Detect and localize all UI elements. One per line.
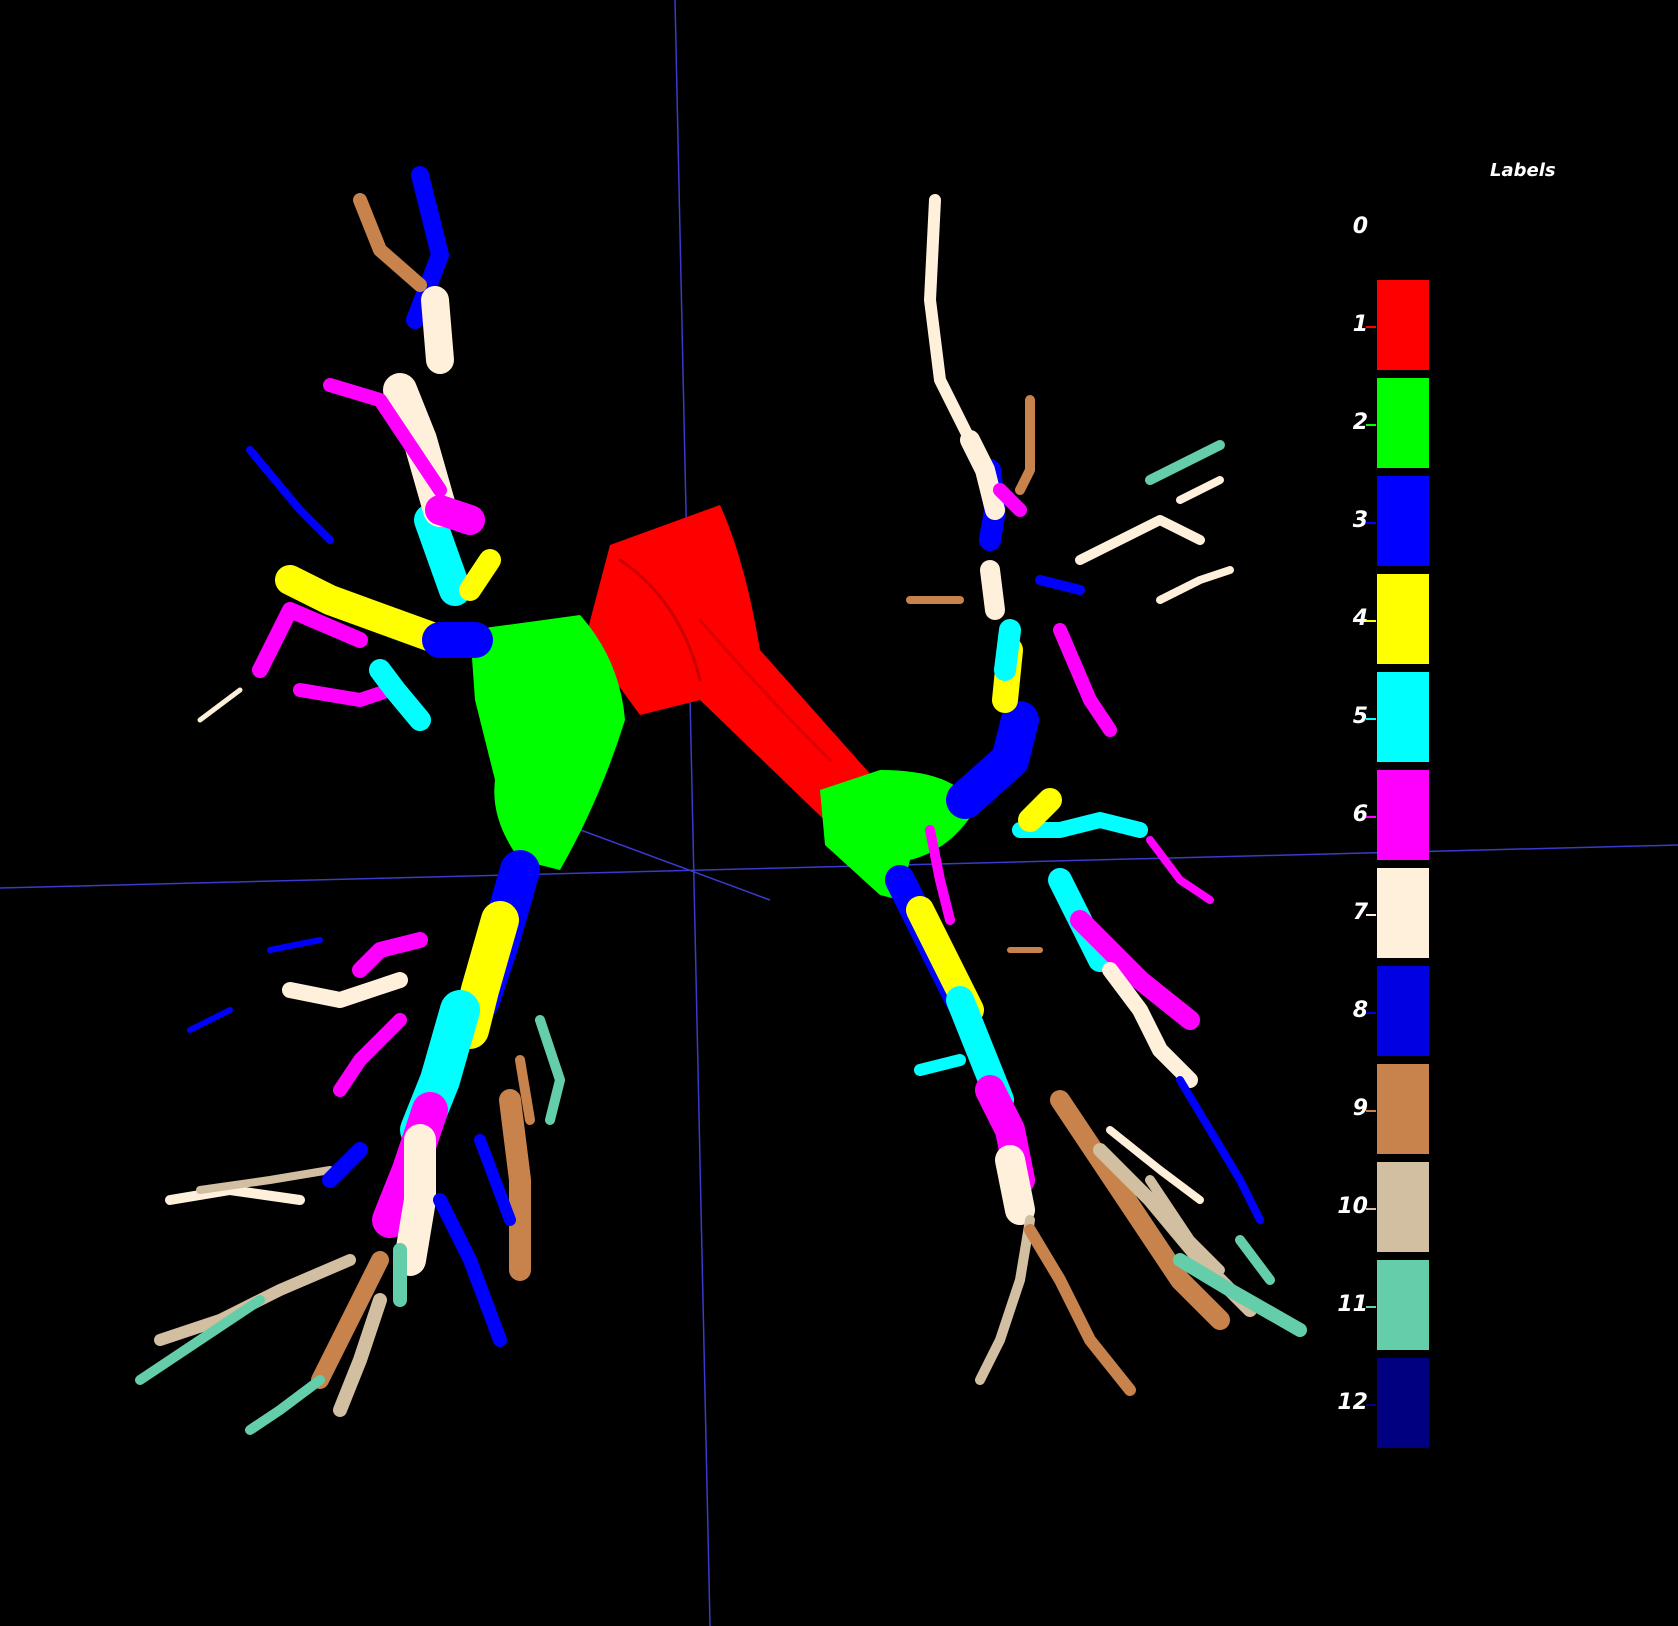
legend-tick-12 xyxy=(1366,1404,1376,1406)
legend-label-12: 12 xyxy=(1337,1390,1368,1415)
legend-label-8: 8 xyxy=(1352,998,1368,1023)
legend-label-3: 3 xyxy=(1352,508,1368,533)
legend-tick-11 xyxy=(1366,1306,1376,1308)
legend-swatch-3 xyxy=(1377,476,1429,566)
legend-swatch-6 xyxy=(1377,770,1429,860)
legend-label-11: 11 xyxy=(1337,1292,1368,1317)
legend-swatch-1 xyxy=(1377,280,1429,370)
legend-tick-3 xyxy=(1366,522,1376,524)
legend-swatch-9 xyxy=(1377,1064,1429,1154)
legend-tick-6 xyxy=(1366,816,1376,818)
airway-tree-model xyxy=(135,166,1307,1435)
legend-label-4: 4 xyxy=(1352,606,1368,631)
legend-label-10: 10 xyxy=(1337,1194,1368,1219)
legend-swatch-7 xyxy=(1377,868,1429,958)
legend-title: Labels xyxy=(1490,160,1556,181)
legend-tick-7 xyxy=(1366,914,1376,916)
legend-tick-1 xyxy=(1366,326,1376,328)
legend-label-6: 6 xyxy=(1352,802,1368,827)
legend-tick-2 xyxy=(1366,424,1376,426)
legend-label-5: 5 xyxy=(1352,704,1368,729)
legend-swatch-8 xyxy=(1377,966,1429,1056)
legend-tick-10 xyxy=(1366,1208,1376,1210)
legend-swatch-12 xyxy=(1377,1358,1429,1448)
legend-swatch-11 xyxy=(1377,1260,1429,1350)
legend-label-0: 0 xyxy=(1352,214,1368,239)
legend-swatch-4 xyxy=(1377,574,1429,664)
legend-swatch-10 xyxy=(1377,1162,1429,1252)
legend-swatch-5 xyxy=(1377,672,1429,762)
legend-label-1: 1 xyxy=(1352,312,1368,337)
legend-label-7: 7 xyxy=(1352,900,1368,925)
legend-tick-8 xyxy=(1366,1012,1376,1014)
legend-swatch-2 xyxy=(1377,378,1429,468)
crosshair-vertical-line xyxy=(674,0,711,1626)
legend-tick-5 xyxy=(1366,718,1376,720)
legend-label-2: 2 xyxy=(1352,410,1368,435)
legend-tick-9 xyxy=(1366,1110,1376,1112)
legend-tick-4 xyxy=(1366,620,1376,622)
legend-label-9: 9 xyxy=(1352,1096,1368,1121)
